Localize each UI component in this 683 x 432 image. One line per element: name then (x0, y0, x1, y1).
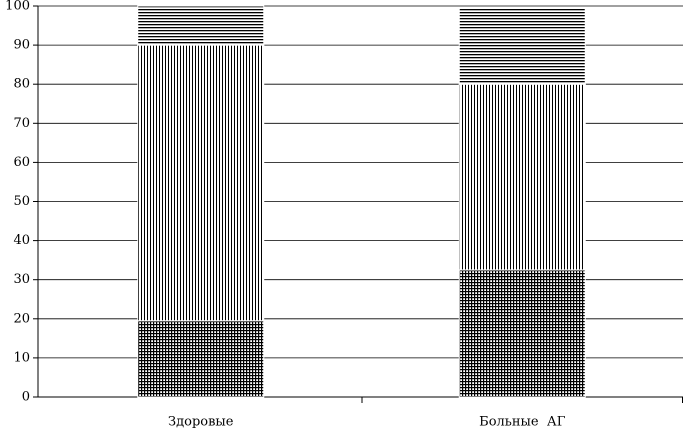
bar-segment (137, 320, 265, 398)
y-tick-label: 70 (13, 116, 30, 131)
bar-segment (137, 44, 265, 322)
bar-segment (137, 5, 265, 46)
bar-segment (458, 83, 586, 271)
y-tick-label: 30 (13, 272, 30, 287)
y-tick-label: 80 (13, 77, 30, 92)
x-tick-label: Больные АГ (479, 415, 566, 430)
y-tick-label: 10 (13, 350, 30, 365)
y-tick-label: 20 (13, 311, 30, 326)
bar-segment (458, 269, 586, 398)
y-tick-label: 0 (22, 390, 30, 405)
y-tick-label: 60 (13, 155, 30, 170)
y-tick-label: 90 (13, 38, 30, 53)
y-tick-label: 50 (13, 194, 30, 209)
x-tick-label: Здоровые (168, 415, 234, 430)
y-tick-label: 40 (13, 233, 30, 248)
y-tick-label: 100 (5, 0, 30, 14)
bar-segment (458, 7, 586, 85)
